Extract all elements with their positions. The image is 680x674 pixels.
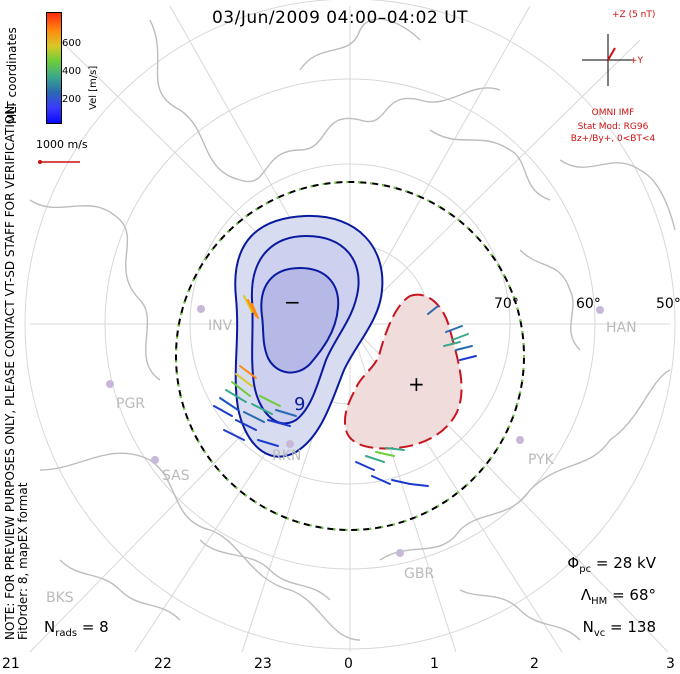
mlt-tick-22: 22 bbox=[154, 656, 172, 672]
scale-tick-600: 600 bbox=[62, 38, 82, 49]
station-han: HAN bbox=[606, 320, 637, 336]
nvc-sub: vc bbox=[593, 628, 606, 639]
phi-value: = 28 kV bbox=[595, 554, 656, 572]
mlt-tick-0: 0 bbox=[344, 656, 353, 672]
imf-bz-label: +Z (5 nT) bbox=[612, 10, 656, 20]
reference-vector-label: 1000 m/s bbox=[36, 138, 88, 151]
nrads-value: = 8 bbox=[81, 618, 109, 636]
stat-model: Stat Mod: RG96 bbox=[577, 122, 649, 132]
station-markers bbox=[106, 305, 604, 557]
station-pyk: PYK bbox=[528, 452, 554, 468]
coord-label: MLT coordinates bbox=[5, 27, 19, 124]
lambda-value: = 68° bbox=[612, 586, 656, 604]
mlt-tick-23: 23 bbox=[254, 656, 272, 672]
positive-potential-sign: + bbox=[408, 372, 425, 396]
mlt-tick-2: 2 bbox=[530, 656, 539, 672]
imf-by-label: +Y bbox=[630, 56, 644, 66]
station-inv: INV bbox=[208, 318, 233, 334]
imf-source: OMNI IMF bbox=[591, 108, 635, 118]
dawn-vectors bbox=[355, 305, 477, 487]
coastlines bbox=[29, 18, 676, 641]
station-gbr: GBR bbox=[404, 566, 435, 582]
cross-polar-cap-potential: Φpc = 28 kV bbox=[567, 554, 656, 575]
station-bks: BKS bbox=[46, 590, 74, 606]
imf-condition: Bz+/By+, 0<BT<4 bbox=[570, 134, 656, 144]
radar-count: Nrads = 8 bbox=[44, 618, 109, 639]
latitude-label-60: 60° bbox=[576, 296, 601, 312]
latitude-label-70: 70° bbox=[494, 296, 519, 312]
lambda-symbol: Λ bbox=[580, 586, 592, 604]
nrads-symbol: N bbox=[44, 618, 56, 636]
station-pgr: PGR bbox=[116, 396, 146, 412]
negative-convection-cell bbox=[234, 214, 384, 458]
velocity-vectors bbox=[213, 295, 477, 487]
map-title: 03/Jun/2009 04:00–04:02 UT bbox=[211, 8, 469, 28]
preview-note-line-2: FitOrder: 8, mapEX format bbox=[16, 482, 30, 640]
latitude-label-50: 50° bbox=[656, 296, 680, 312]
station-rkn: RKN bbox=[272, 448, 302, 464]
scale-tick-200: 200 bbox=[62, 94, 82, 105]
dusk-vectors bbox=[213, 295, 297, 447]
contour-value-label: 9 bbox=[294, 394, 306, 415]
mlt-tick-3: 3 bbox=[666, 656, 675, 672]
scale-tick-400: 400 bbox=[62, 66, 82, 77]
phi-sub: pc bbox=[579, 564, 592, 575]
preview-note: NOTE: FOR PREVIEW PURPOSES ONLY, PLEASE … bbox=[3, 102, 30, 640]
velocity-color-scale bbox=[46, 12, 62, 124]
nvc-symbol: N bbox=[582, 618, 594, 636]
hmb-latitude: ΛHM = 68° bbox=[581, 586, 656, 607]
nvc-value: = 138 bbox=[610, 618, 656, 636]
negative-potential-sign: − bbox=[284, 290, 301, 314]
positive-convection-cell bbox=[344, 293, 463, 450]
mlt-tick-1: 1 bbox=[430, 656, 439, 672]
phi-symbol: Φ bbox=[567, 554, 580, 572]
vector-count: Nvc = 138 bbox=[583, 618, 656, 639]
reference-vector-origin bbox=[38, 160, 42, 164]
station-sas: SAS bbox=[162, 468, 190, 484]
hmb-green-overlay bbox=[175, 181, 525, 531]
nrads-sub: rads bbox=[55, 628, 78, 639]
velocity-scale-label: Vel [m/s] bbox=[88, 65, 99, 110]
lambda-sub: HM bbox=[591, 596, 608, 607]
mlt-tick-21: 21 bbox=[2, 656, 20, 672]
imf-clock bbox=[582, 34, 634, 86]
